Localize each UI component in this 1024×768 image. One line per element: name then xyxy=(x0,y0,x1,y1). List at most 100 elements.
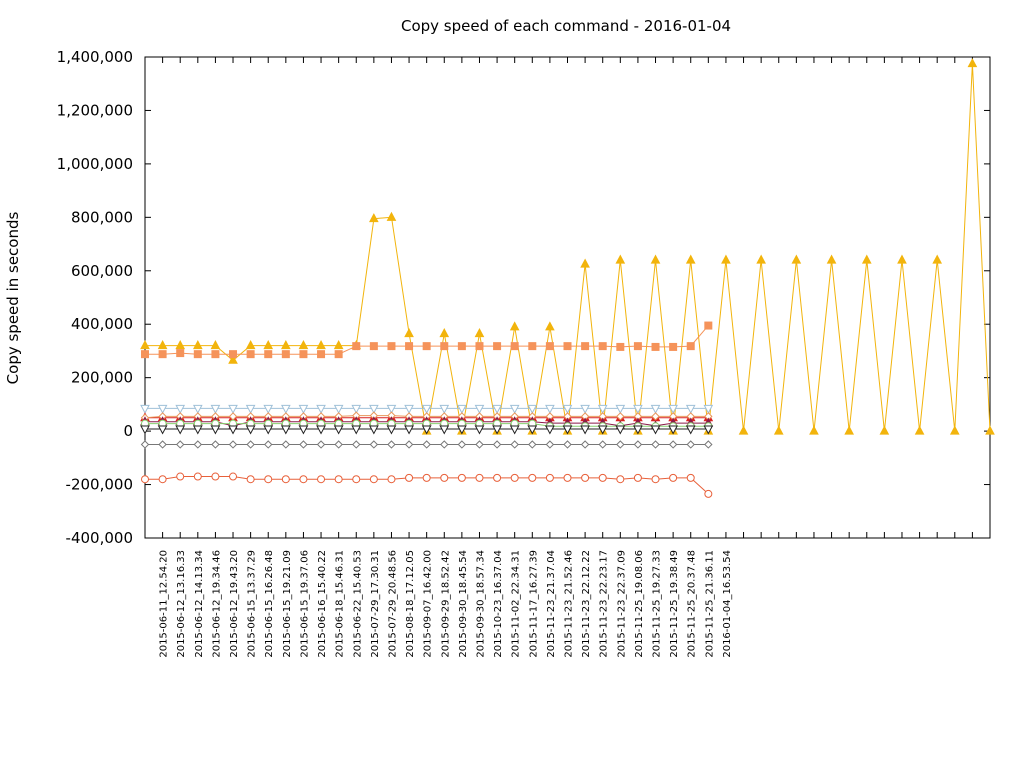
x-tick-label: 2015-11-17_16.27.39 xyxy=(528,550,539,658)
data-point xyxy=(351,425,362,435)
data-point xyxy=(140,404,150,414)
x-tick-label: 2015-06-12_19.34.46 xyxy=(211,550,222,658)
data-point xyxy=(457,404,467,414)
data-point xyxy=(650,254,661,264)
data-point xyxy=(263,425,274,435)
y-tick-label: 1,400,000 xyxy=(57,48,133,66)
data-point xyxy=(474,328,485,338)
data-point xyxy=(633,404,643,414)
data-point xyxy=(492,425,502,435)
data-point xyxy=(404,404,414,414)
data-point xyxy=(879,425,890,435)
data-point xyxy=(298,404,309,414)
x-tick-label: 2015-06-16_15.40.22 xyxy=(317,550,328,658)
data-point xyxy=(369,213,379,223)
data-point xyxy=(510,473,519,482)
data-point xyxy=(509,321,520,331)
data-point xyxy=(404,425,414,435)
data-point xyxy=(193,472,202,481)
data-point xyxy=(615,425,626,435)
data-point xyxy=(316,440,326,449)
y-tick-label: -400,000 xyxy=(66,529,133,547)
y-axis: -400,000 -200,000 0 200,000 400,000 600,000 80… xyxy=(57,48,990,547)
data-point xyxy=(211,350,220,359)
data-point xyxy=(440,342,449,351)
data-point xyxy=(264,440,273,449)
data-point xyxy=(421,404,432,414)
data-point xyxy=(651,475,660,484)
data-point xyxy=(333,404,344,414)
data-point xyxy=(176,440,185,449)
x-tick-label: 2015-06-15_16.26.48 xyxy=(264,550,275,658)
data-point xyxy=(352,440,361,449)
x-tick-label: 2016-01-04_16.53.54 xyxy=(722,550,733,658)
x-tick-label: 2015-11-25_21.36.11 xyxy=(704,550,715,658)
data-point xyxy=(369,440,379,449)
data-point xyxy=(176,472,185,481)
data-point xyxy=(685,425,696,435)
data-point xyxy=(738,425,749,435)
data-point xyxy=(721,254,731,264)
data-point xyxy=(229,472,238,481)
y-tick-label: 1,000,000 xyxy=(57,155,133,173)
data-point xyxy=(668,425,678,435)
data-point xyxy=(210,340,221,350)
data-point xyxy=(228,404,238,414)
data-point xyxy=(228,425,238,435)
x-tick-label: 2015-11-23_22.12.22 xyxy=(581,550,592,658)
x-tick-label: 2015-06-18_15.46.31 xyxy=(335,550,346,658)
data-point xyxy=(228,440,238,449)
data-point xyxy=(387,342,396,351)
data-point xyxy=(281,425,291,435)
data-point xyxy=(440,440,449,449)
x-tick-label: 2015-11-23_22.37.09 xyxy=(616,550,627,658)
data-point xyxy=(211,440,220,449)
x-tick-label: 2015-11-23_21.37.04 xyxy=(546,550,557,658)
x-tick-label: 2015-06-12_14.13.34 xyxy=(194,550,205,658)
data-point xyxy=(669,473,678,482)
data-point xyxy=(704,321,713,330)
data-point xyxy=(352,475,361,484)
series xyxy=(141,419,713,431)
y-tick-label: 400,000 xyxy=(71,315,133,333)
data-point xyxy=(668,440,678,449)
data-point xyxy=(563,440,572,449)
y-tick-label: 200,000 xyxy=(71,369,133,387)
data-point xyxy=(704,440,713,449)
data-point xyxy=(457,473,466,482)
data-point xyxy=(141,475,149,484)
data-point xyxy=(192,340,203,350)
x-tick-label: 2015-11-25_19.08.06 xyxy=(634,550,645,658)
x-tick-label: 2015-11-25_19.27.33 xyxy=(652,550,663,658)
data-point xyxy=(193,440,203,449)
data-point xyxy=(474,404,485,414)
data-point xyxy=(686,342,695,351)
data-point xyxy=(509,425,520,435)
data-point xyxy=(651,440,660,449)
data-point xyxy=(562,425,573,435)
data-point xyxy=(421,425,432,435)
data-point xyxy=(333,425,344,435)
data-point xyxy=(387,440,396,449)
y-axis-label: Copy speed in seconds xyxy=(4,211,22,384)
y-tick-label: -200,000 xyxy=(66,476,133,494)
data-point xyxy=(773,425,784,435)
data-point xyxy=(598,342,607,351)
data-point xyxy=(457,440,467,449)
data-point xyxy=(264,350,273,359)
x-tick-label: 2015-11-25_19.38.49 xyxy=(669,550,680,658)
data-point xyxy=(527,425,538,435)
data-point xyxy=(192,404,203,414)
data-point xyxy=(210,404,221,414)
data-point xyxy=(545,342,554,351)
data-point xyxy=(616,475,625,484)
data-point xyxy=(140,440,150,449)
data-point xyxy=(492,404,502,414)
data-point xyxy=(334,440,343,449)
data-point xyxy=(422,473,431,482)
data-point xyxy=(809,425,819,435)
data-point xyxy=(298,425,309,435)
data-point xyxy=(669,342,678,351)
data-point xyxy=(474,425,485,435)
